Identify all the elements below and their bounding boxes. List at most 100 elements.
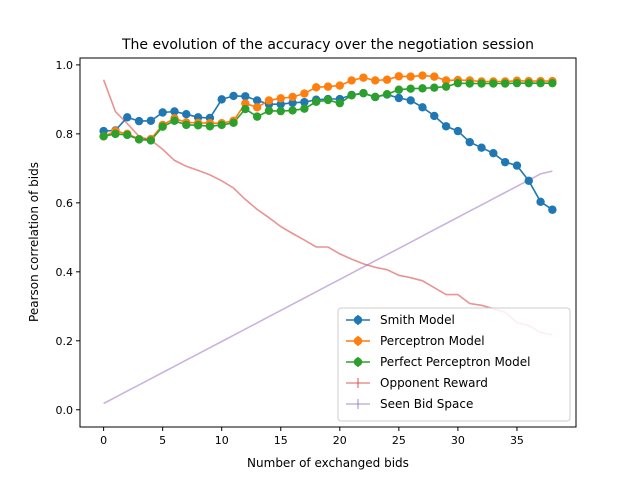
data-point [347, 91, 356, 100]
data-point [252, 96, 262, 105]
data-point [276, 94, 285, 103]
data-point [524, 176, 533, 185]
data-point [524, 78, 533, 88]
plot-area [99, 71, 557, 405]
data-point [123, 130, 132, 140]
data-point [347, 76, 356, 85]
data-point [430, 83, 439, 92]
x-tick-label: 35 [510, 434, 524, 447]
data-point [536, 78, 545, 88]
data-point [205, 122, 215, 131]
y-tick-label: 0.4 [56, 266, 74, 279]
data-point [288, 98, 297, 108]
data-point [276, 100, 285, 109]
data-point [288, 106, 297, 115]
data-point [241, 92, 250, 101]
data-point [441, 122, 451, 131]
data-point [418, 103, 427, 112]
data-point [323, 82, 333, 91]
x-tick-label: 25 [392, 434, 406, 447]
data-point [418, 84, 427, 93]
series-line-3 [102, 79, 553, 336]
data-point [465, 79, 474, 88]
data-point [300, 104, 309, 113]
data-point [382, 75, 392, 84]
data-point [371, 76, 380, 85]
data-point [158, 122, 167, 131]
data-point [311, 83, 321, 92]
data-point [465, 137, 474, 147]
legend-label: Perceptron Model [380, 334, 485, 348]
axes: 0 5 10 15 20 25 30 35 0.0 0.2 0.4 0.6 0.8 1.0 [56, 57, 577, 447]
data-point [548, 205, 557, 214]
data-point [382, 90, 392, 99]
data-point [217, 120, 226, 130]
x-tick-label: 30 [451, 434, 465, 447]
data-point [182, 110, 191, 119]
data-point [359, 73, 368, 82]
data-point [371, 92, 380, 102]
data-point [406, 84, 415, 93]
x-tick-label: 0 [100, 434, 107, 447]
data-point [441, 82, 451, 91]
data-point [335, 98, 345, 108]
data-point [418, 71, 427, 80]
chart-title: The evolution of the accuracy over the n… [121, 37, 534, 53]
y-tick-label: 0.6 [56, 197, 74, 210]
legend: Smith Model Perceptron Model Perfect Perce… [337, 307, 571, 422]
data-point [264, 106, 274, 115]
y-tick-label: 0.2 [56, 335, 74, 348]
data-point [311, 97, 321, 106]
data-point [500, 79, 510, 88]
data-point [134, 116, 144, 126]
x-tick-label: 10 [215, 434, 229, 447]
data-point [359, 88, 368, 98]
legend-label: Perfect Perceptron Model [380, 355, 530, 369]
data-point [288, 92, 297, 102]
x-tick-label: 15 [274, 434, 288, 447]
series-line-4 [103, 170, 553, 405]
legend-label: Seen Bid Space [380, 397, 473, 411]
legend-marker [353, 315, 363, 325]
data-point [252, 103, 262, 112]
data-point [134, 135, 144, 144]
data-point [170, 107, 179, 116]
legend-marker [353, 357, 363, 367]
data-point [229, 91, 238, 101]
data-point [170, 116, 179, 125]
data-point [300, 97, 309, 107]
data-point [241, 104, 250, 114]
legend-box [337, 307, 571, 422]
data-point [394, 85, 404, 94]
data-point [489, 79, 498, 88]
y-axis-label: Pearson correlation of bids [27, 162, 41, 322]
y-tick-label: 0.0 [56, 404, 74, 417]
data-point [146, 116, 156, 125]
data-point [406, 96, 415, 105]
x-axis-label: Number of exchanged bids [247, 456, 409, 470]
data-point [512, 78, 522, 88]
x-tick-label: 5 [159, 434, 166, 447]
y-tick-label: 0.8 [56, 128, 74, 141]
data-point [193, 121, 203, 130]
data-point [229, 118, 238, 128]
data-point [453, 126, 463, 136]
data-point [182, 120, 191, 130]
data-point [512, 161, 522, 170]
data-point [430, 111, 439, 121]
data-point [548, 78, 557, 88]
axes-frame [79, 57, 577, 428]
data-point [252, 112, 262, 121]
data-point [477, 143, 486, 152]
data-point [146, 136, 156, 145]
legend-label: Opponent Reward [380, 376, 488, 390]
data-point [323, 95, 333, 105]
data-point [430, 72, 439, 81]
data-point [536, 197, 545, 207]
x-tick-label: 20 [333, 434, 347, 447]
data-point [489, 148, 498, 158]
data-point [158, 108, 167, 117]
y-tick-label: 1.0 [56, 59, 74, 72]
legend-label: Smith Model [380, 313, 455, 327]
